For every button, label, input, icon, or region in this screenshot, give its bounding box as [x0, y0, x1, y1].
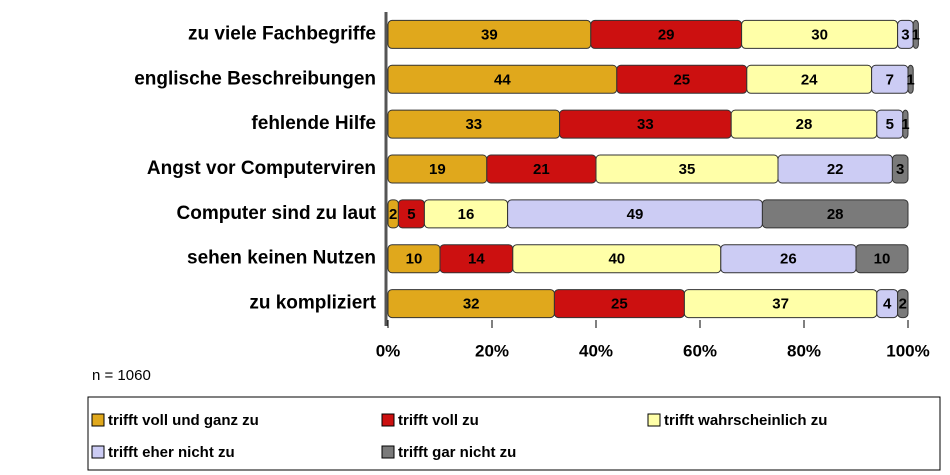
value-label: 1: [912, 26, 920, 43]
value-label: 28: [796, 116, 813, 133]
category-label: zu viele Fachbegriffe: [188, 23, 376, 44]
value-label: 19: [429, 161, 446, 178]
legend-label: trifft voll und ganz zu: [108, 412, 259, 429]
legend-swatch: [91, 445, 105, 459]
value-label: 4: [883, 296, 892, 313]
legend-swatch: [381, 445, 395, 459]
value-label: 33: [637, 116, 654, 133]
value-label: 33: [465, 116, 482, 133]
value-label: 22: [827, 161, 844, 178]
category-label: Computer sind zu laut: [177, 203, 377, 224]
value-label: 3: [901, 26, 909, 43]
value-label: 24: [801, 71, 818, 88]
x-tick-label: 0%: [376, 341, 401, 360]
bar-segment: [761, 199, 909, 229]
category-label: fehlende Hilfe: [251, 113, 376, 134]
value-label: 28: [827, 206, 844, 223]
value-label: 35: [679, 161, 696, 178]
legend-box: [87, 396, 941, 471]
legend-label: trifft gar nicht zu: [398, 444, 516, 461]
bar-segment: [855, 244, 909, 274]
value-label: 39: [481, 26, 498, 43]
value-label: 26: [780, 251, 797, 268]
sample-size-note: n = 1060: [92, 367, 151, 384]
legend-label: trifft eher nicht zu: [108, 444, 235, 461]
x-tick-label: 20%: [475, 341, 509, 360]
value-label: 44: [494, 71, 511, 88]
value-label: 2: [899, 296, 907, 313]
value-label: 37: [772, 296, 789, 313]
value-label: 21: [533, 161, 550, 178]
bar-segment: [912, 19, 919, 49]
bar-segment: [907, 64, 914, 94]
category-label: englische Beschreibungen: [134, 68, 376, 89]
value-label: 32: [463, 296, 480, 313]
value-label: 7: [886, 71, 894, 88]
x-tick-label: 80%: [787, 341, 821, 360]
value-label: 1: [906, 71, 914, 88]
value-label: 5: [407, 206, 415, 223]
value-label: 49: [627, 206, 644, 223]
category-label: zu kompliziert: [249, 293, 376, 314]
value-label: 5: [886, 116, 894, 133]
bar-segment: [891, 154, 909, 184]
legend-swatch: [91, 413, 105, 427]
value-label: 30: [811, 26, 828, 43]
legend-label: trifft voll zu: [398, 412, 479, 429]
x-tick-label: 40%: [579, 341, 613, 360]
value-label: 1: [901, 116, 909, 133]
bar-segment: [902, 109, 909, 139]
category-label: sehen keinen Nutzen: [187, 248, 376, 269]
value-label: 10: [874, 251, 891, 268]
value-label: 25: [673, 71, 690, 88]
value-label: 29: [658, 26, 675, 43]
value-label: 2: [389, 206, 397, 223]
x-tick-label: 60%: [683, 341, 717, 360]
category-label: Angst vor Computerviren: [147, 158, 376, 179]
legend-label: trifft wahrscheinlich zu: [664, 412, 827, 429]
bar-segment: [897, 289, 909, 319]
value-label: 14: [468, 251, 485, 268]
value-label: 25: [611, 296, 628, 313]
legend-swatch: [381, 413, 395, 427]
legend-swatch: [647, 413, 661, 427]
value-label: 40: [608, 251, 625, 268]
x-tick-label: 100%: [886, 341, 929, 360]
value-label: 10: [406, 251, 423, 268]
value-label: 3: [896, 161, 904, 178]
value-label: 16: [458, 206, 475, 223]
